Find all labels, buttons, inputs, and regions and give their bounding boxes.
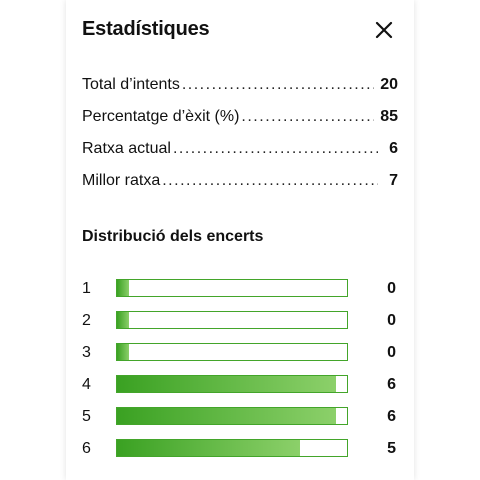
stat-value: 7 bbox=[389, 172, 398, 189]
stat-value: 20 bbox=[380, 76, 398, 93]
stat-value: 85 bbox=[380, 108, 398, 125]
stats-title: Estadístiques bbox=[82, 18, 210, 40]
stat-value: 6 bbox=[389, 140, 398, 157]
stat-row-total-attempts: Total d’intents ........................… bbox=[82, 76, 398, 108]
stat-label: Total d’intents bbox=[82, 76, 180, 93]
distribution-label: 3 bbox=[82, 344, 91, 361]
distribution-bar-fill bbox=[117, 344, 129, 360]
distribution-bar-track bbox=[116, 439, 348, 457]
distribution-bar-fill bbox=[117, 280, 129, 296]
distribution-bar-track bbox=[116, 343, 348, 361]
distribution-count: 0 bbox=[387, 312, 396, 329]
distribution-bar-track bbox=[116, 407, 348, 425]
stats-list: Total d’intents ........................… bbox=[82, 76, 398, 204]
distribution-row: 5 6 bbox=[82, 406, 398, 438]
distribution-bar-track bbox=[116, 375, 348, 393]
distribution-bar-fill bbox=[117, 312, 129, 328]
distribution-label: 1 bbox=[82, 280, 91, 297]
stat-label: Percentatge d’èxit (%) bbox=[82, 108, 240, 125]
dot-leader: ........................................… bbox=[162, 172, 378, 189]
distribution-count: 6 bbox=[387, 408, 396, 425]
distribution-count: 5 bbox=[387, 440, 396, 457]
stat-row-best-streak: Millor ratxa ...........................… bbox=[82, 172, 398, 204]
dot-leader: ........................................… bbox=[241, 108, 374, 125]
stat-label: Ratxa actual bbox=[82, 140, 171, 157]
distribution-count: 6 bbox=[387, 376, 396, 393]
distribution-label: 6 bbox=[82, 440, 91, 457]
distribution-row: 1 0 bbox=[82, 278, 398, 310]
distribution-title: Distribució dels encerts bbox=[82, 228, 264, 245]
dot-leader: ........................................… bbox=[181, 76, 374, 93]
distribution-bar-track bbox=[116, 279, 348, 297]
distribution-label: 4 bbox=[82, 376, 91, 393]
distribution-row: 2 0 bbox=[82, 310, 398, 342]
stat-row-current-streak: Ratxa actual ...........................… bbox=[82, 140, 398, 172]
distribution-count: 0 bbox=[387, 280, 396, 297]
dot-leader: ........................................… bbox=[172, 140, 378, 157]
distribution-label: 5 bbox=[82, 408, 91, 425]
stat-label: Millor ratxa bbox=[82, 172, 161, 189]
close-button[interactable] bbox=[374, 20, 394, 40]
distribution-count: 0 bbox=[387, 344, 396, 361]
close-icon bbox=[375, 21, 393, 39]
stat-row-success-rate: Percentatge d’èxit (%) .................… bbox=[82, 108, 398, 140]
distribution-bar-track bbox=[116, 311, 348, 329]
distribution-label: 2 bbox=[82, 312, 91, 329]
distribution-bar-fill bbox=[117, 376, 336, 392]
distribution-row: 6 5 bbox=[82, 438, 398, 470]
distribution-bar-fill bbox=[117, 440, 300, 456]
distribution-bar-fill bbox=[117, 408, 336, 424]
stats-panel bbox=[66, 0, 414, 480]
stats-header: Estadístiques bbox=[82, 16, 398, 46]
distribution-chart: 1 0 2 0 3 0 4 6 5 6 6 5 bbox=[82, 278, 398, 470]
distribution-row: 3 0 bbox=[82, 342, 398, 374]
distribution-row: 4 6 bbox=[82, 374, 398, 406]
